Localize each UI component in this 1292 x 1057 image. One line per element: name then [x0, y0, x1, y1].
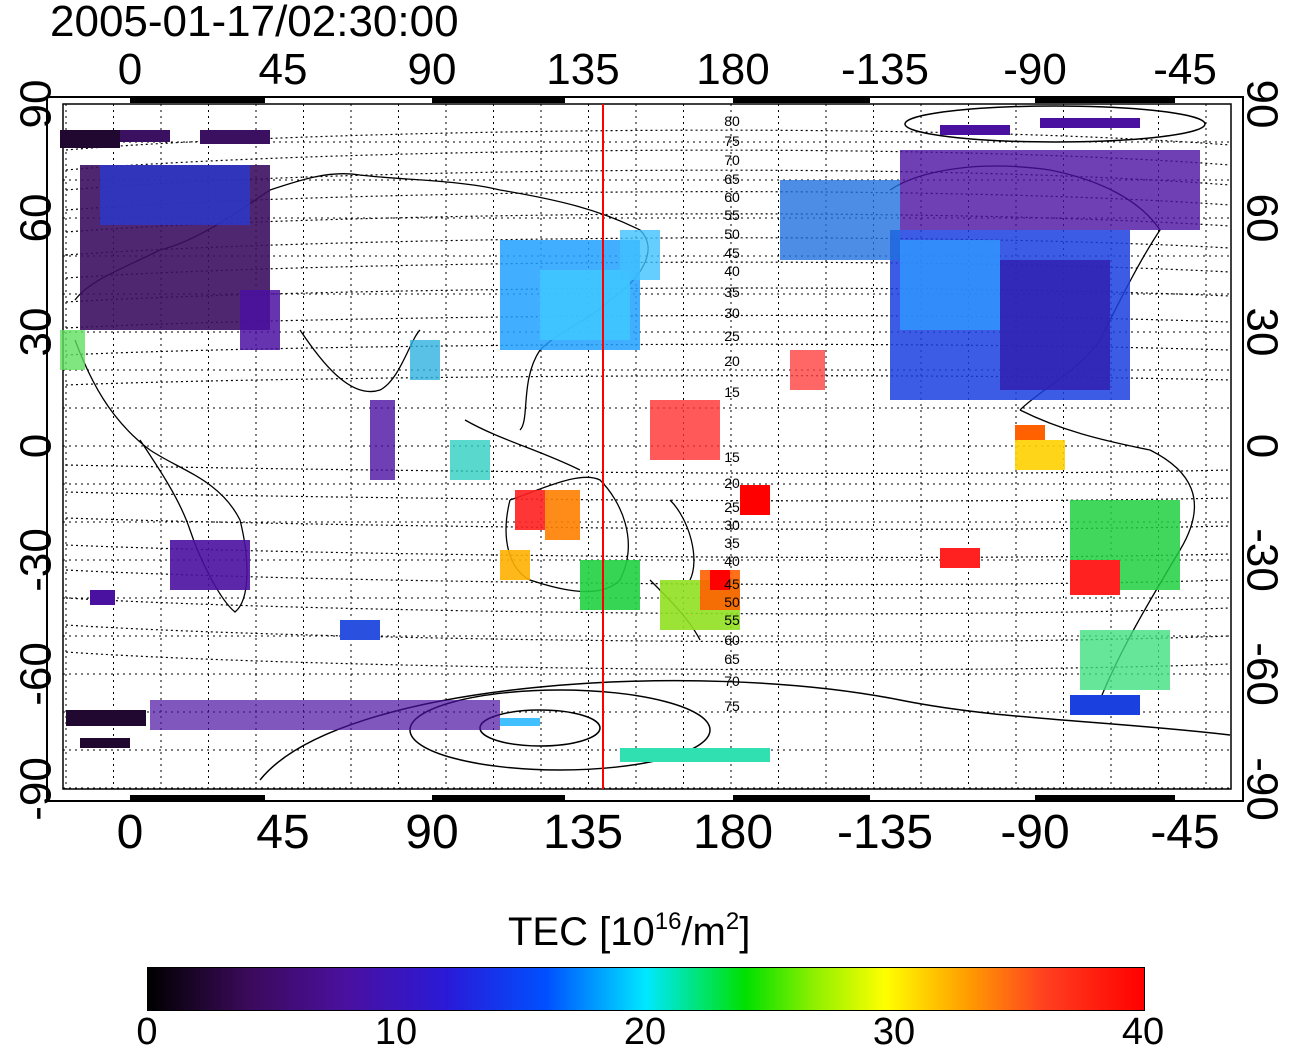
frame-bar-bottom	[130, 795, 265, 801]
colorbar-title-exponent-1: 16	[654, 908, 682, 935]
contour-label: 75	[724, 133, 740, 149]
contour-label: 15	[724, 449, 740, 465]
contour-label: 70	[724, 673, 740, 689]
colorbar-tick-label: 20	[623, 1011, 667, 1053]
colorbar-title-main: TEC [10	[508, 910, 655, 954]
left-lat-label: 60	[12, 194, 61, 243]
top-lon-label: 45	[259, 45, 308, 94]
top-lon-label: -135	[841, 45, 929, 94]
contour-label: 75	[724, 698, 740, 714]
colorbar-tick-label: 40	[1121, 1011, 1165, 1053]
colorbar-tick-label: 30	[872, 1011, 916, 1053]
contour-label: 45	[724, 576, 740, 592]
colorbar-tick-label: 10	[374, 1011, 418, 1053]
frame-bar-bottom	[432, 795, 565, 801]
right-lat-label: 0	[1238, 434, 1287, 458]
contour-label: 65	[724, 651, 740, 667]
colorbar-title: TEC [1016/m2]	[508, 910, 751, 954]
right-lat-label: -30	[1238, 528, 1287, 592]
right-lat-label: -60	[1238, 642, 1287, 706]
colorbar-title-mid: /m	[681, 910, 726, 954]
frame-bar-bottom	[1035, 795, 1175, 801]
contour-label-group: 80 75 70 65 60 55 50 45 40 35 30 25 20 15 15 20 25 30 35 40…	[724, 113, 740, 714]
contour-label: 30	[724, 517, 740, 533]
top-longitude-ticks: 0 45 90 135 180 -135 -90 -45	[118, 45, 1217, 94]
contour-label: 40	[724, 553, 740, 569]
contour-label: 25	[724, 328, 740, 344]
frame-bar-top	[733, 97, 870, 103]
bottom-longitude-ticks: 0 45 90 135 180 -135 -90 -45	[117, 806, 1220, 859]
bottom-lon-label: -135	[837, 806, 933, 859]
bottom-lon-label: 180	[693, 806, 773, 859]
colorbar-tick-label: 0	[136, 1011, 158, 1053]
left-lat-label: 0	[12, 434, 61, 458]
bottom-lon-label: 45	[256, 806, 309, 859]
tec-map: 0 45 90 135 180 -135 -90 -45 0 45 90 135 180 -135 -90…	[12, 45, 1287, 859]
right-lat-label: -90	[1238, 757, 1287, 821]
contour-label: 35	[724, 284, 740, 300]
contour-label: 70	[724, 152, 740, 168]
right-lat-label: 60	[1238, 194, 1287, 243]
frame-bar-top	[130, 97, 265, 103]
contour-label: 50	[724, 226, 740, 242]
right-lat-label: 90	[1238, 80, 1287, 129]
contour-label: 15	[724, 384, 740, 400]
frame-tick-bars	[130, 97, 1175, 801]
contour-label: 65	[724, 171, 740, 187]
frame-bar-bottom	[733, 795, 870, 801]
contour-label: 20	[724, 475, 740, 491]
frame-bar-top	[432, 97, 565, 103]
left-lat-label: 30	[12, 308, 61, 357]
contour-label: 60	[724, 189, 740, 205]
contour-label: 25	[724, 499, 740, 515]
contour-label: 35	[724, 535, 740, 551]
bottom-lon-label: 90	[405, 806, 458, 859]
left-lat-label: -90	[12, 757, 61, 821]
tec-data-patches	[60, 118, 1200, 762]
top-lon-label: 180	[696, 45, 769, 94]
top-lon-label: 0	[118, 45, 142, 94]
colorbar-gradient	[147, 967, 1145, 1011]
colorbar-title-exponent-2: 2	[725, 908, 740, 935]
bottom-lon-label: 0	[117, 806, 144, 859]
contour-label: 80	[724, 113, 740, 129]
top-lon-label: -90	[1003, 45, 1067, 94]
left-lat-label: -60	[12, 642, 61, 706]
bottom-lon-label: -90	[1000, 806, 1069, 859]
top-lon-label: -45	[1153, 45, 1217, 94]
top-lon-label: 90	[408, 45, 457, 94]
contour-label: 40	[724, 263, 740, 279]
bottom-lon-label: 135	[543, 806, 623, 859]
contour-label: 50	[724, 594, 740, 610]
contour-label: 55	[724, 207, 740, 223]
left-lat-label: -30	[12, 528, 61, 592]
left-latitude-ticks: 90 60 30 0 -30 -60 -90	[12, 80, 61, 821]
contour-label: 55	[724, 612, 740, 628]
contour-label: 45	[724, 245, 740, 261]
frame-bar-top	[1035, 97, 1175, 103]
timestamp-label: 2005-01-17/02:30:00	[50, 0, 459, 46]
right-lat-label: 30	[1238, 308, 1287, 357]
contour-label: 20	[724, 353, 740, 369]
left-lat-label: 90	[12, 80, 61, 129]
bottom-lon-label: -45	[1150, 806, 1219, 859]
contour-label: 30	[724, 305, 740, 321]
right-latitude-ticks: 90 60 30 0 -30 -60 -90	[1238, 80, 1287, 821]
colorbar-title-end: ]	[739, 910, 751, 954]
top-lon-label: 135	[546, 45, 619, 94]
contour-label: 60	[724, 632, 740, 648]
